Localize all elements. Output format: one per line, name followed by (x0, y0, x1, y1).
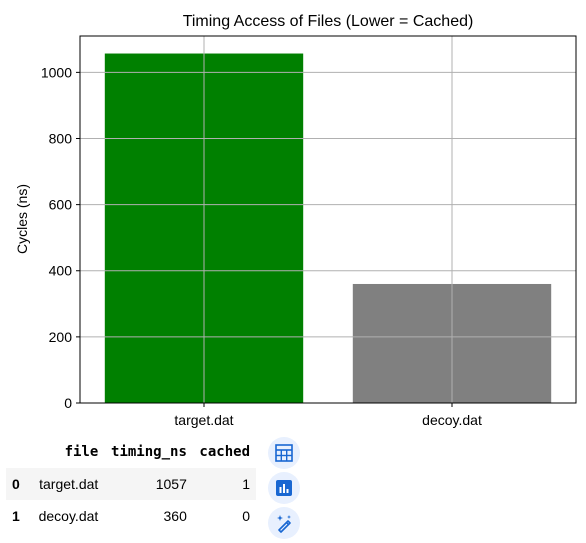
suggest-chart-button[interactable] (268, 472, 300, 504)
row-index: 1 (12, 508, 20, 524)
y-tick-label: 1000 (41, 64, 72, 80)
row-index: 0 (6, 468, 32, 500)
cell-cached: 0 (242, 508, 250, 524)
y-tick-label: 200 (49, 329, 73, 345)
table-header-cached: cached (199, 444, 250, 460)
table-row: 1 decoy.dat 360 0 (6, 500, 256, 532)
cell-file: decoy.dat (38, 508, 99, 524)
y-ticks: 0 200 400 600 800 1000 (41, 64, 80, 411)
bar-chart: Timing Access of Files (Lower = Cached) … (14, 13, 577, 428)
bars-group (104, 53, 552, 403)
table-header-timing: timing_ns (111, 444, 187, 460)
y-tick-label: 0 (64, 395, 72, 411)
y-tick-label: 600 (49, 197, 73, 213)
y-axis-label: Cycles (ns) (14, 184, 30, 254)
cell-cached: 1 (192, 468, 256, 500)
dataframe-action-buttons (268, 437, 300, 542)
x-tick-label: decoy.dat (422, 412, 482, 428)
plot-frame (79, 35, 577, 404)
x-ticks: target.dat decoy.dat (174, 403, 482, 428)
magic-wand-icon (277, 515, 291, 533)
table-header-file: file (64, 444, 99, 460)
table-row: 0 target.dat 1057 1 (6, 468, 256, 500)
chart-title: Timing Access of Files (Lower = Cached) (183, 13, 474, 30)
table-header-row: file timing_ns cached (6, 436, 256, 468)
y-tick-label: 800 (49, 130, 73, 146)
table-header-index (6, 436, 32, 468)
dataframe-table: file timing_ns cached 0 target.dat 1057 … (6, 436, 256, 532)
bar-chart-icon (276, 480, 292, 496)
x-tick-label: target.dat (174, 412, 233, 428)
convert-to-table-button[interactable] (268, 437, 300, 469)
cell-timing: 360 (163, 508, 187, 524)
generate-code-button[interactable] (268, 507, 300, 539)
table-icon (275, 444, 293, 462)
y-tick-label: 400 (49, 263, 73, 279)
cell-file: target.dat (32, 468, 105, 500)
cell-timing: 1057 (104, 468, 193, 500)
